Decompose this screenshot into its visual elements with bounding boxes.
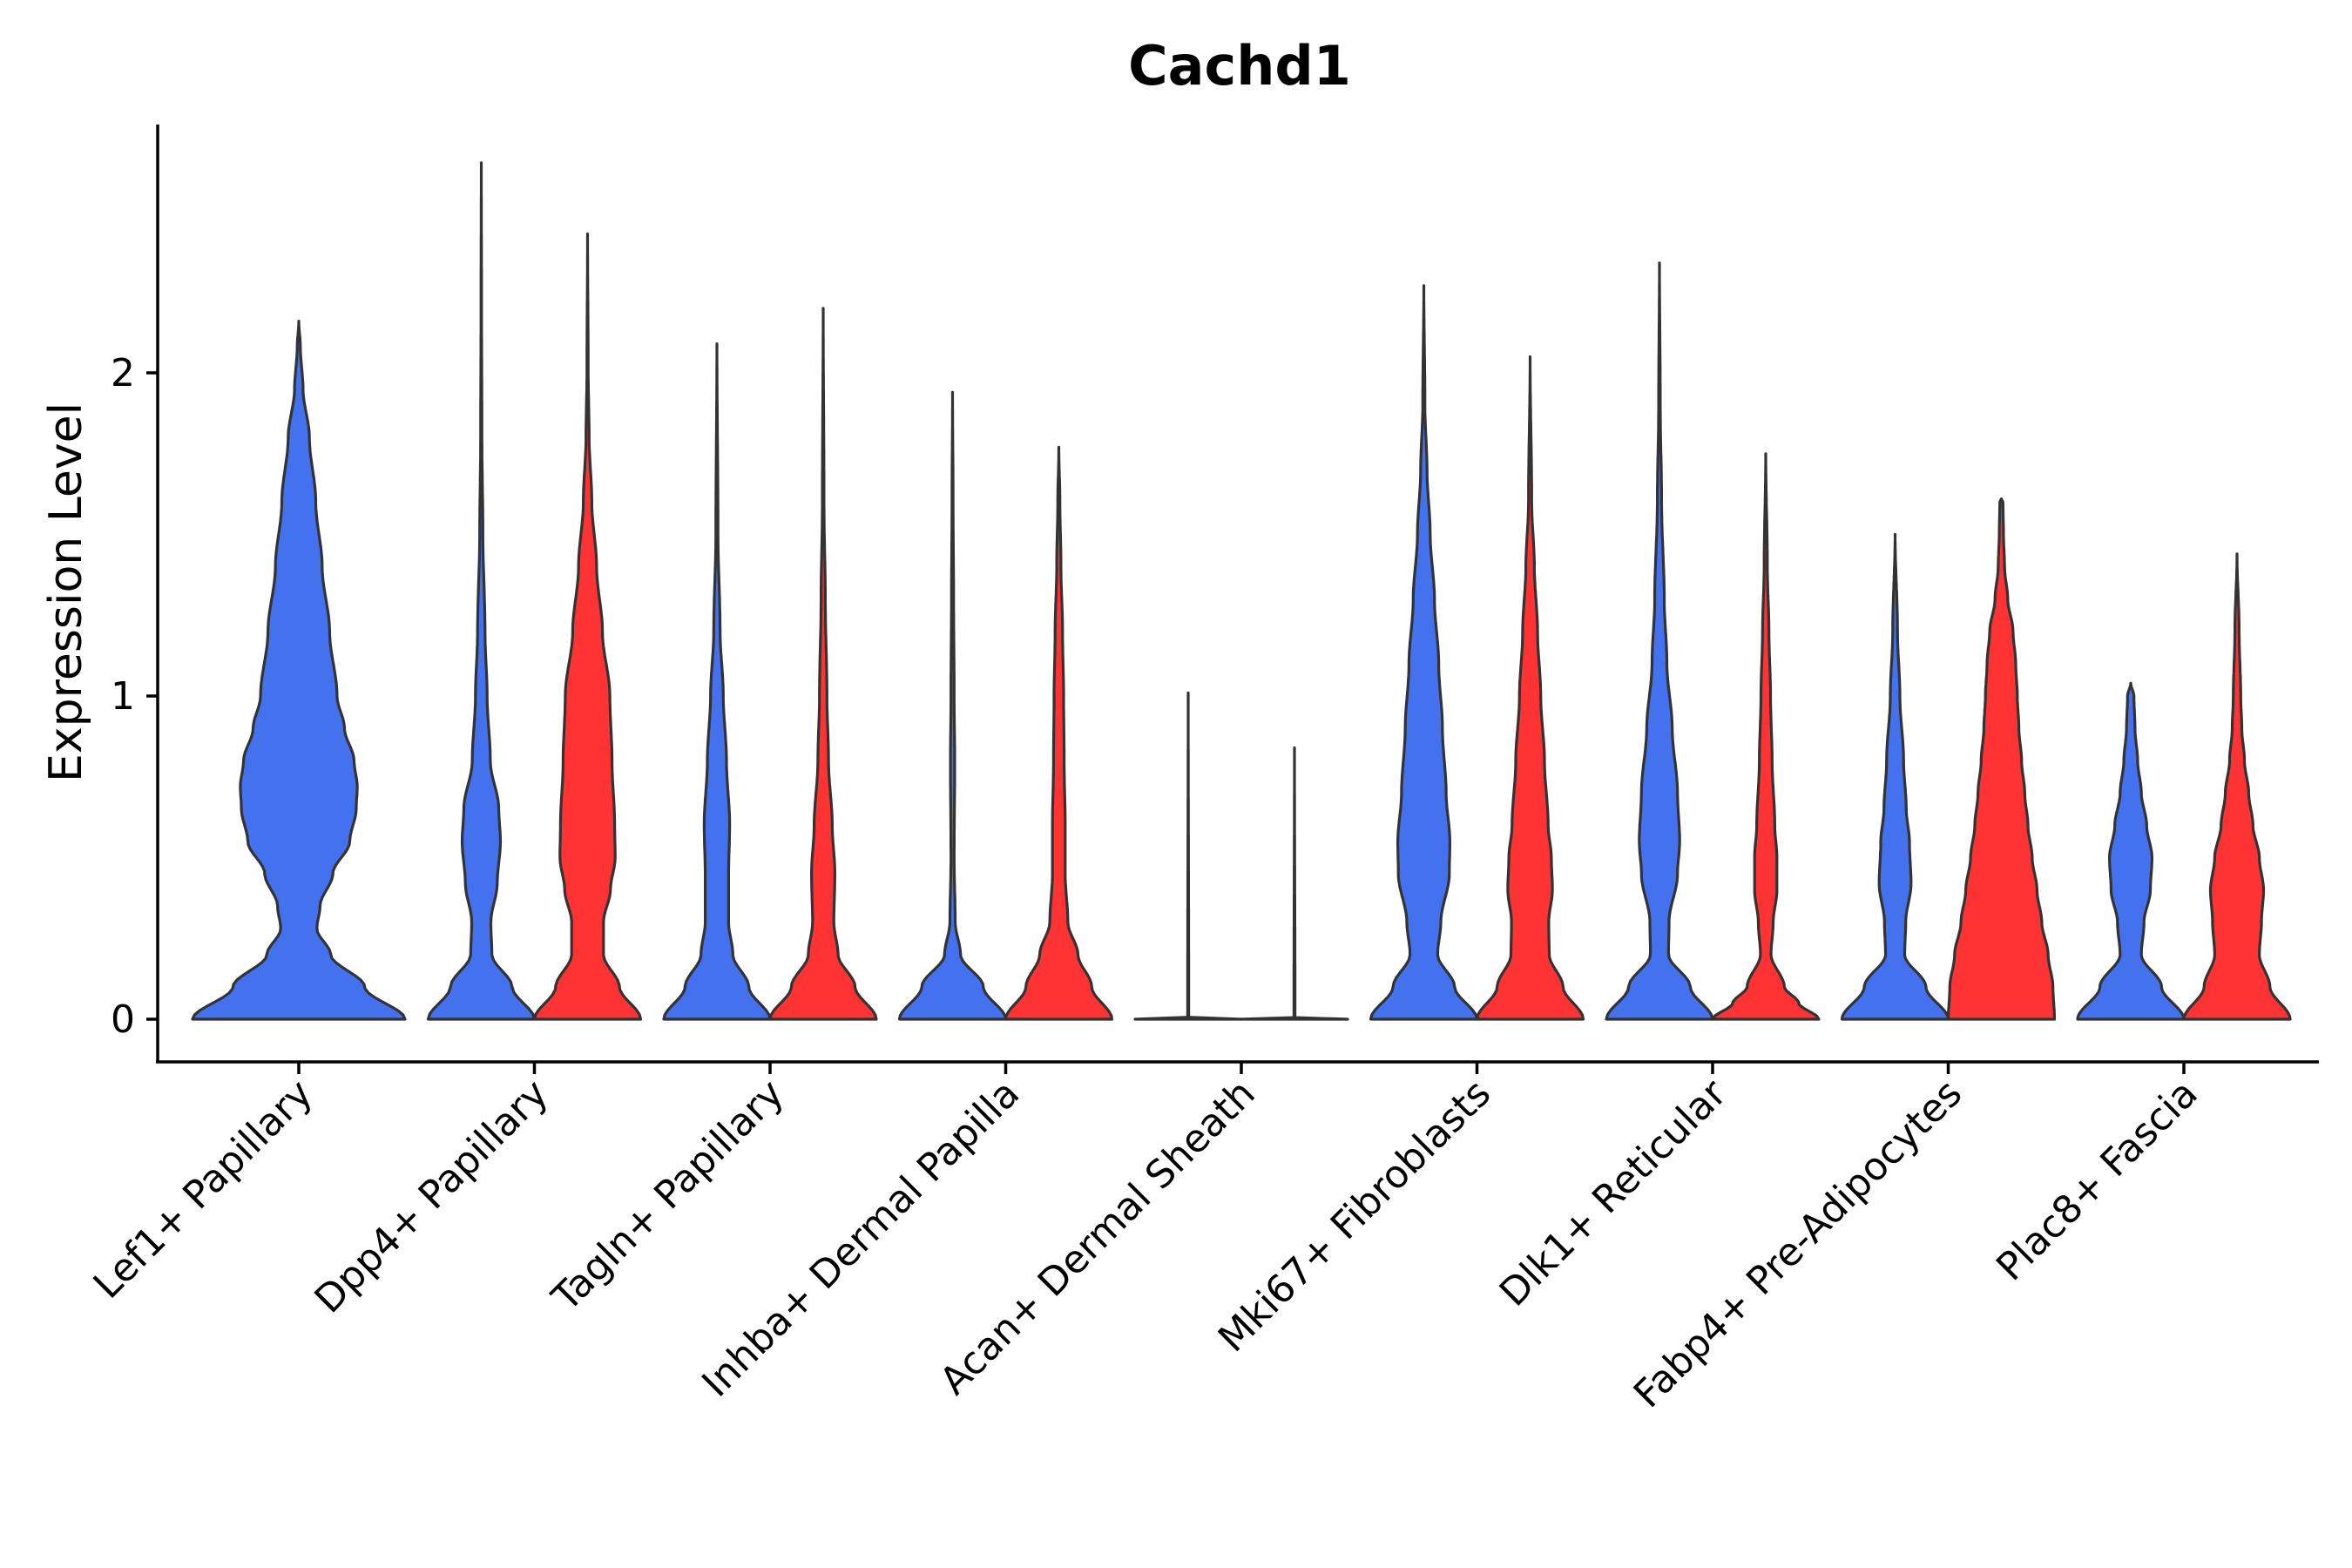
violin-acan-dermal-sheath-left bbox=[1133, 691, 1243, 1021]
violin-plac8-fascia-left bbox=[2076, 681, 2186, 1021]
violin-mki67-fibroblasts-right bbox=[1475, 355, 1585, 1021]
y-axis-label: Expression Level bbox=[40, 402, 92, 782]
violin-fabp4-pre-adipocytes-left bbox=[1840, 532, 1950, 1021]
y-tick-label: 0 bbox=[111, 997, 135, 1042]
x-tick-label: Tagln+ Papillary bbox=[544, 1071, 793, 1321]
y-ticks: 0 1 2 bbox=[111, 351, 158, 1042]
x-tick-label: Plac8+ Fascia bbox=[1988, 1071, 2207, 1290]
x-tick-label: Lef1+ Papillary bbox=[85, 1071, 321, 1308]
violin-tagln-papillary-right bbox=[768, 307, 878, 1021]
chart-title: Cachd1 bbox=[1128, 34, 1351, 98]
violins-layer bbox=[191, 161, 2292, 1021]
violin-lef1-papillary-center bbox=[191, 320, 407, 1021]
violin-inhba-dermal-papilla-right bbox=[1004, 445, 1114, 1021]
violin-fabp4-pre-adipocytes-right bbox=[1946, 497, 2057, 1021]
violin-tagln-papillary-left bbox=[662, 342, 772, 1021]
x-tick-label: Dlk1+ Reticular bbox=[1491, 1071, 1736, 1315]
violin-dlk1-reticular-left bbox=[1605, 261, 1714, 1021]
violin-dlk1-reticular-right bbox=[1711, 452, 1821, 1021]
violin-mki67-fibroblasts-left bbox=[1369, 284, 1479, 1021]
y-tick-label: 1 bbox=[111, 674, 135, 719]
violin-inhba-dermal-papilla-left bbox=[897, 390, 1008, 1021]
x-tick-label: Mki67+ Fibroblasts bbox=[1210, 1071, 1499, 1361]
violin-dpp4-papillary-right bbox=[532, 232, 643, 1021]
violin-plac8-fascia-right bbox=[2182, 552, 2292, 1021]
violin-dpp4-papillary-left bbox=[426, 161, 537, 1021]
violin-acan-dermal-sheath-right bbox=[1240, 746, 1349, 1021]
y-tick-label: 2 bbox=[111, 351, 135, 395]
axes-layer bbox=[156, 125, 2319, 1064]
x-tick-label: Dpp4+ Papillary bbox=[307, 1071, 558, 1322]
